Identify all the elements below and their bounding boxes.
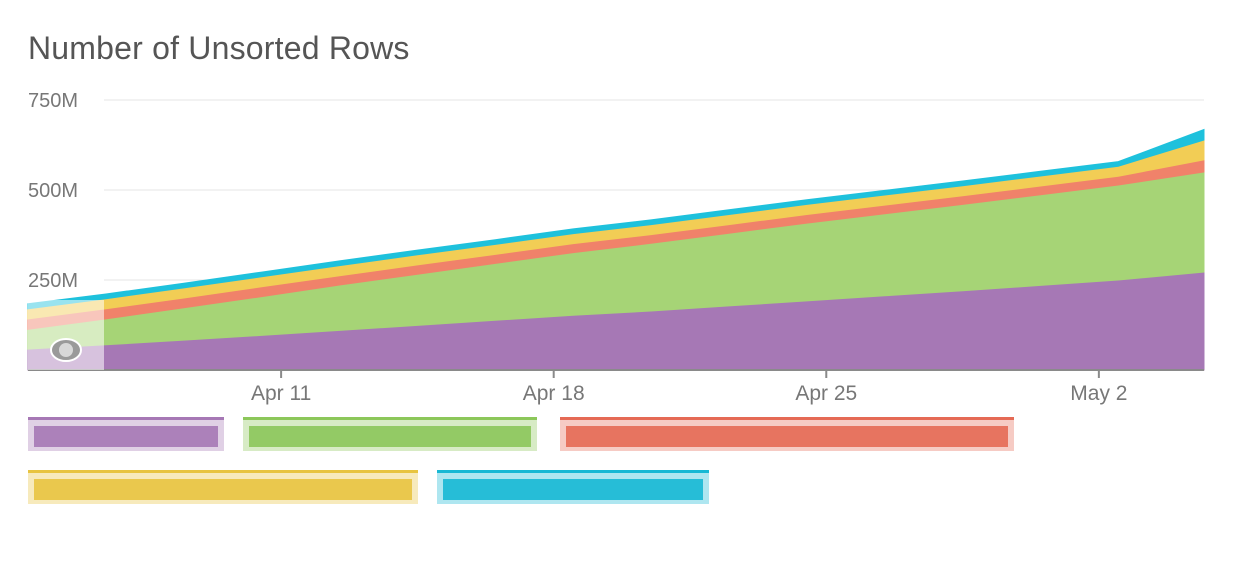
x-tick-label: May 2 (1070, 382, 1127, 405)
legend-item-4[interactable] (28, 470, 418, 504)
eye-icon-pupil (59, 343, 73, 357)
legend-item-5[interactable] (437, 470, 709, 504)
chart-title: Number of Unsorted Rows (28, 30, 410, 66)
y-tick-label: 250M (28, 270, 78, 292)
legend-label-redacted (34, 479, 412, 500)
legend-label-redacted (566, 426, 1008, 447)
legend-label-redacted (34, 426, 218, 447)
legend-label-redacted (443, 479, 703, 500)
legend-label-redacted (249, 426, 531, 447)
legend-item-1[interactable] (28, 417, 224, 451)
x-tick-label: Apr 18 (523, 382, 585, 405)
x-tick-label: Apr 11 (251, 382, 311, 405)
legend-item-2[interactable] (243, 417, 537, 451)
y-tick-label: 750M (28, 90, 78, 112)
x-tick-label: Apr 25 (795, 382, 857, 405)
area-series-5 (27, 128, 1205, 310)
legend-item-3[interactable] (560, 417, 1014, 451)
y-tick-label: 500M (28, 180, 78, 202)
